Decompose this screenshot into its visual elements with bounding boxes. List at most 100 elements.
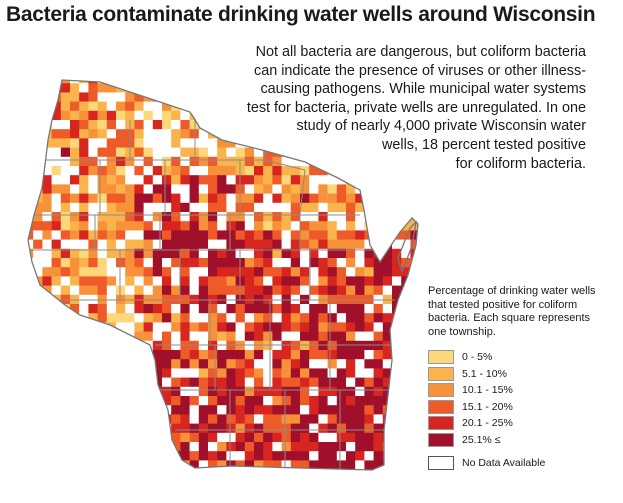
township-cell (70, 368, 80, 378)
township-cell-no-data (171, 120, 181, 130)
township-cell (401, 386, 411, 397)
township-cell-no-data (189, 304, 200, 314)
township-cell (180, 359, 190, 369)
township-cell (106, 359, 117, 369)
township-cell (180, 451, 190, 461)
township-cell (171, 230, 181, 240)
township-cell (143, 156, 154, 167)
township-cell (171, 258, 181, 268)
township-cell (28, 129, 34, 139)
township-cell (336, 423, 347, 434)
township-cell (318, 313, 328, 323)
township-cell (373, 304, 384, 314)
township-cell (143, 442, 154, 452)
township-cell (272, 138, 282, 148)
township-cell-no-data (336, 451, 347, 461)
township-cell (106, 460, 117, 470)
township-cell (79, 405, 89, 415)
township-cell-no-data (392, 80, 402, 84)
township-cell (51, 212, 62, 222)
township-cell (116, 175, 126, 185)
township-cell (346, 120, 356, 130)
township-cell (217, 359, 227, 369)
township-cell (290, 120, 301, 130)
township-cell (79, 340, 89, 351)
township-cell (382, 386, 393, 397)
township-cell (410, 276, 418, 286)
township-cell (125, 377, 135, 388)
township-cell (410, 193, 418, 204)
township-cell (336, 368, 347, 378)
township-cell (97, 405, 108, 415)
township-cell (254, 83, 264, 93)
township-cell (382, 156, 393, 167)
township-cell (327, 451, 338, 461)
township-cell (180, 258, 190, 268)
township-cell (106, 83, 117, 93)
township-cell (244, 175, 255, 185)
township-cell (152, 460, 163, 470)
township-cell (327, 221, 338, 231)
township-cell (97, 83, 108, 93)
township-cell-no-data (263, 359, 273, 369)
township-cell (33, 432, 43, 443)
township-cell-no-data (51, 230, 62, 240)
township-cell (263, 184, 273, 194)
township-cell-no-data (263, 80, 273, 84)
township-cell-no-data (198, 83, 209, 93)
township-cell (171, 469, 181, 470)
township-cell (355, 80, 365, 84)
township-cell (28, 147, 34, 158)
township-cell (410, 405, 418, 415)
township-cell (382, 276, 393, 286)
township-cell (364, 147, 374, 158)
township-cell (143, 304, 154, 314)
township-cell (198, 276, 209, 286)
township-cell (263, 239, 273, 250)
township-cell-no-data (51, 120, 62, 130)
township-cell (171, 239, 181, 250)
township-cell-no-data (33, 248, 43, 259)
township-cell (226, 110, 236, 121)
township-cell (198, 239, 209, 250)
township-cell-no-data (244, 377, 255, 388)
township-cell (336, 83, 347, 93)
township-cell-no-data (171, 331, 181, 342)
township-cell (70, 212, 80, 222)
township-cell (180, 285, 190, 296)
township-cell (125, 110, 135, 121)
township-cell-no-data (198, 340, 209, 351)
township-cell-no-data (180, 193, 190, 204)
township-cell (106, 432, 117, 443)
township-cell-no-data (420, 184, 430, 194)
township-cell (263, 156, 273, 167)
township-cell (88, 258, 98, 268)
township-cell (346, 414, 356, 424)
township-cell-no-data (28, 331, 34, 342)
township-cell (143, 405, 154, 415)
township-cell (336, 396, 347, 406)
township-cell (410, 221, 418, 231)
township-cell (42, 92, 52, 102)
township-cell (281, 451, 292, 461)
township-cell (392, 460, 402, 470)
township-cell (143, 267, 154, 277)
township-cell (116, 304, 126, 314)
township-cell (346, 258, 356, 268)
township-cell (189, 359, 200, 369)
township-cell-no-data (355, 129, 365, 139)
township-cell-no-data (235, 110, 246, 121)
township-cell (410, 359, 418, 369)
township-cell-no-data (392, 138, 402, 148)
township-cell (198, 414, 209, 424)
township-cell (309, 304, 319, 314)
township-cell-no-data (355, 460, 365, 470)
township-cell (336, 166, 347, 176)
township-cell (70, 359, 80, 369)
township-cell-no-data (318, 156, 328, 167)
township-cell (88, 368, 98, 378)
township-cell (327, 331, 338, 342)
township-cell (171, 193, 181, 204)
township-cell (373, 340, 384, 351)
township-cell (88, 386, 98, 397)
